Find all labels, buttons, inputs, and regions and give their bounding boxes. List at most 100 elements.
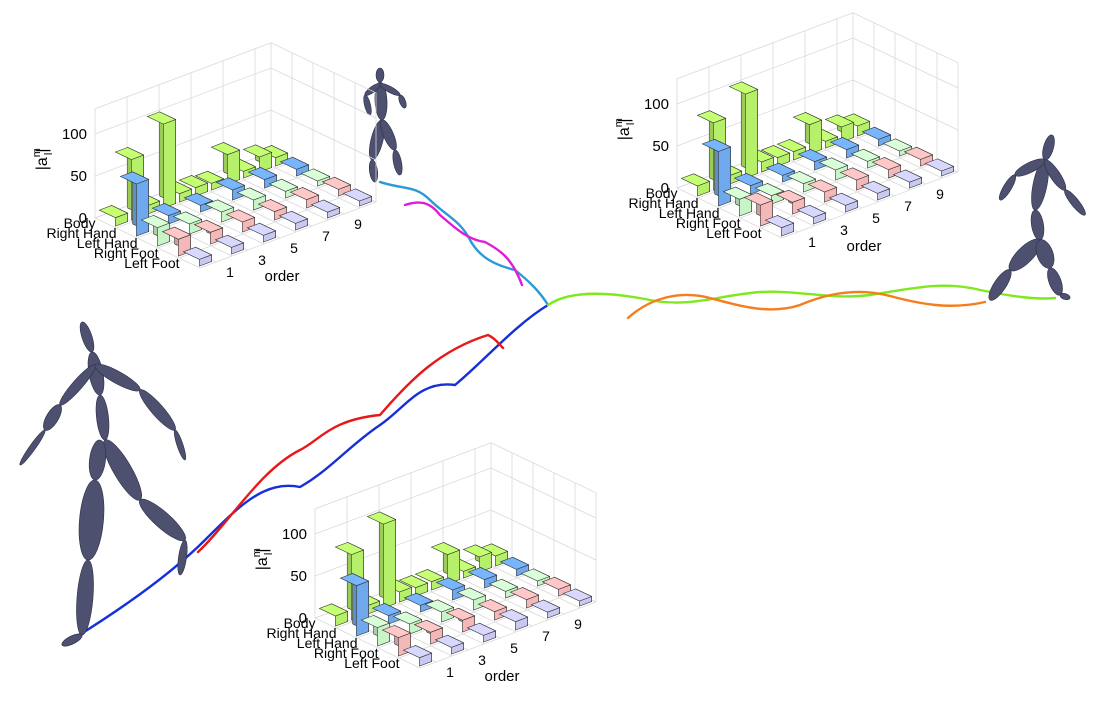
bar-top: [530, 599, 561, 613]
bar-left-foot-order-9: [462, 544, 493, 573]
bar-front: [383, 519, 396, 609]
figure-segment: [1059, 292, 1071, 301]
order-tick-label: 7: [322, 228, 330, 244]
bar-top: [696, 110, 727, 124]
z-label-end: |: [616, 118, 633, 122]
z-label-sup: m: [251, 548, 263, 557]
plot-bars: [680, 81, 955, 237]
figure-segment: [139, 498, 186, 542]
row-label: Right Hand: [628, 195, 698, 211]
grid-line: [419, 601, 597, 669]
bar-right-hand-order-6: [477, 599, 508, 621]
bar-top: [381, 625, 412, 638]
grid-line: [94, 217, 201, 269]
bar-left-hand-order-8: [268, 178, 299, 199]
bar-right-hand-order-4: [445, 607, 476, 633]
trajectory-magenta: [403, 201, 524, 287]
bar-right-foot-order-8: [247, 167, 278, 189]
bar-top: [289, 187, 320, 201]
order-tick-label: 5: [872, 210, 880, 226]
bar-right-foot-order-0: [119, 171, 150, 237]
bar-right-foot-order-0: [339, 573, 370, 637]
grid-line: [410, 581, 517, 633]
bar-right-foot-order-0: [701, 138, 732, 207]
bar-right-foot-order-4: [183, 192, 214, 213]
bar-left-foot-order-3: [728, 81, 759, 179]
bar-top: [776, 139, 807, 153]
bar-left-hand-order-6: [236, 187, 267, 211]
bar-body-order-6: [278, 210, 309, 231]
order-tick-label: 1: [226, 264, 234, 280]
figure-segment: [1030, 209, 1045, 241]
bar-right-hand-order-6: [257, 199, 288, 221]
bar-body-order-0: [402, 645, 433, 667]
bar-top: [204, 199, 235, 213]
bar-top: [462, 544, 493, 558]
order-tick-label: 9: [936, 186, 944, 202]
plot-bars: [318, 511, 593, 667]
bar-right-foot-order-6: [797, 149, 828, 171]
bar-body-order-4: [246, 222, 277, 243]
z-label-main: |a: [616, 127, 633, 140]
order-axis-label: order: [264, 268, 299, 285]
bar-top: [434, 634, 465, 648]
order-tick-label: 3: [258, 252, 266, 268]
order-tick-label: 5: [510, 640, 518, 656]
bar-top: [796, 204, 827, 218]
bar-left-foot-order-5: [178, 175, 209, 197]
figure-segment: [1047, 267, 1063, 296]
figure-segment: [78, 479, 105, 561]
bar-right-hand-order-10: [903, 146, 934, 167]
bar-body-order-6: [498, 609, 529, 631]
bar-left-foot-order-7: [430, 542, 461, 585]
bar-top: [903, 146, 934, 160]
row-label: Right Hand: [46, 225, 116, 241]
bar-top: [334, 542, 365, 555]
bar-top: [398, 575, 429, 589]
bar-top: [456, 587, 487, 601]
z-axis-label-text: |aml|: [251, 548, 275, 570]
trajectory-blue: [66, 303, 550, 644]
figure-segment: [998, 174, 1017, 201]
bar-top: [477, 599, 508, 613]
bar-body-order-8: [310, 199, 341, 219]
bar-body-order-2: [214, 234, 245, 255]
z-tick-label: 50: [652, 138, 669, 155]
bar-top: [342, 188, 373, 202]
bar-top: [161, 226, 192, 240]
bar-body-order-2: [434, 634, 465, 655]
bar-right-foot-order-2: [151, 203, 182, 225]
z-tick-label: 100: [282, 526, 307, 543]
figure-segment: [988, 269, 1012, 301]
bar-top: [466, 622, 497, 636]
walker-figure-right: [988, 134, 1086, 301]
bar-body-order-8: [530, 599, 561, 619]
bar-top: [733, 173, 764, 187]
bar-top: [797, 149, 828, 163]
bar-top: [318, 603, 349, 617]
row-label: Right Hand: [266, 625, 336, 641]
bar-front: [163, 119, 176, 209]
bar-right-hand-order-6: [839, 167, 870, 191]
grid-line: [254, 157, 361, 209]
bar-top: [824, 114, 855, 128]
bar-top: [414, 569, 445, 583]
bar-top: [182, 246, 213, 260]
bar-top: [764, 215, 795, 229]
bar-top: [172, 211, 203, 225]
grid-line: [442, 569, 549, 621]
bar-body-order-2: [796, 204, 827, 225]
bar-top: [278, 210, 309, 224]
row-label: Body: [646, 185, 678, 201]
row-label: Left Foot: [706, 225, 761, 241]
row-label: Body: [64, 215, 96, 231]
bar-top: [246, 222, 277, 236]
order-tick-label: 3: [840, 222, 848, 238]
figure-segment: [43, 404, 62, 431]
order-axis-label: order: [846, 238, 881, 255]
bar-body-order-0: [182, 246, 213, 267]
order-tick-label: 3: [478, 652, 486, 668]
z-label-sup: m: [31, 148, 43, 157]
bar-left-foot-order-0: [680, 173, 711, 197]
